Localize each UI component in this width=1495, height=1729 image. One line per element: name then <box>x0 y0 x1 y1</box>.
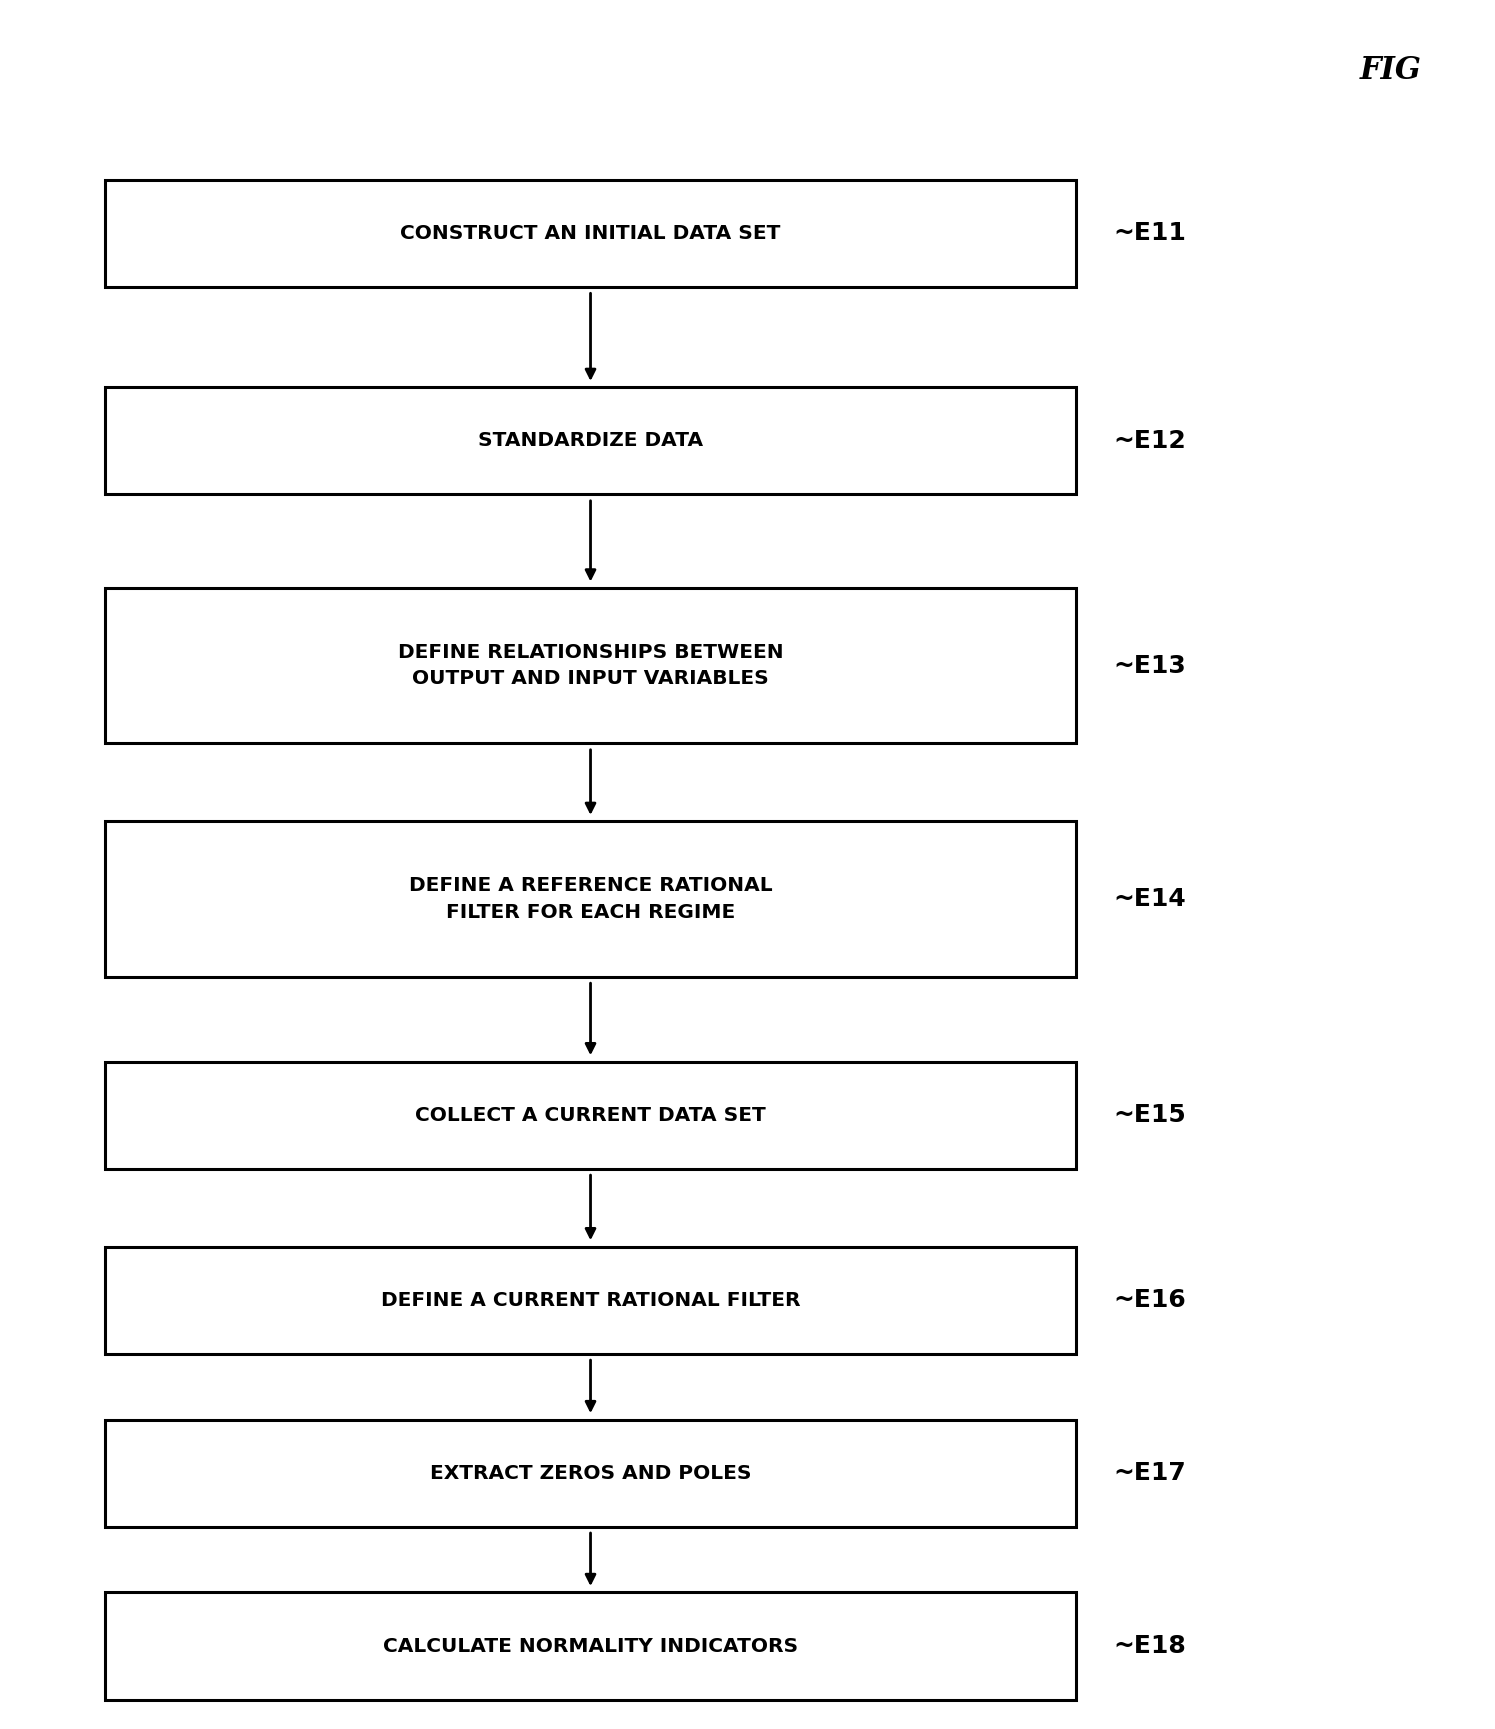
Text: DEFINE A REFERENCE RATIONAL
FILTER FOR EACH REGIME: DEFINE A REFERENCE RATIONAL FILTER FOR E… <box>408 877 773 922</box>
Text: COLLECT A CURRENT DATA SET: COLLECT A CURRENT DATA SET <box>416 1107 765 1124</box>
Bar <box>105 588 1076 743</box>
Bar <box>105 821 1076 977</box>
Text: ~E16: ~E16 <box>1114 1288 1187 1312</box>
Text: ~E11: ~E11 <box>1114 221 1187 246</box>
Bar <box>105 1247 1076 1354</box>
Text: ~E17: ~E17 <box>1114 1461 1187 1485</box>
Text: CONSTRUCT AN INITIAL DATA SET: CONSTRUCT AN INITIAL DATA SET <box>401 225 780 242</box>
Text: ~E15: ~E15 <box>1114 1103 1187 1127</box>
Text: DEFINE A CURRENT RATIONAL FILTER: DEFINE A CURRENT RATIONAL FILTER <box>381 1292 800 1309</box>
Text: ~E14: ~E14 <box>1114 887 1187 911</box>
Bar <box>105 1592 1076 1700</box>
Text: STANDARDIZE DATA: STANDARDIZE DATA <box>478 432 703 450</box>
Text: EXTRACT ZEROS AND POLES: EXTRACT ZEROS AND POLES <box>429 1464 752 1482</box>
Bar <box>105 180 1076 287</box>
Text: FIG: FIG <box>1359 55 1422 86</box>
Bar <box>105 387 1076 494</box>
Text: ~E18: ~E18 <box>1114 1634 1187 1658</box>
Text: CALCULATE NORMALITY INDICATORS: CALCULATE NORMALITY INDICATORS <box>383 1637 798 1655</box>
Bar <box>105 1420 1076 1527</box>
Text: ~E13: ~E13 <box>1114 654 1187 678</box>
Text: DEFINE RELATIONSHIPS BETWEEN
OUTPUT AND INPUT VARIABLES: DEFINE RELATIONSHIPS BETWEEN OUTPUT AND … <box>398 643 783 688</box>
Bar <box>105 1062 1076 1169</box>
Text: ~E12: ~E12 <box>1114 429 1187 453</box>
